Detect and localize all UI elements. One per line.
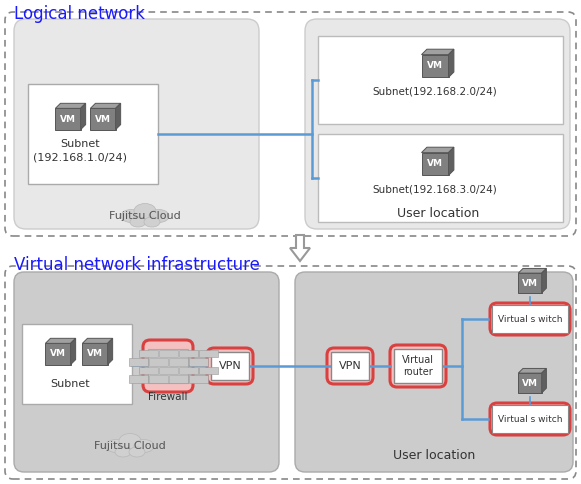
Text: VM: VM xyxy=(49,349,66,359)
Text: Virtual network infrastructure: Virtual network infrastructure xyxy=(14,256,260,274)
Bar xyxy=(148,349,188,383)
Bar xyxy=(178,366,198,374)
Bar xyxy=(168,358,188,365)
Text: VPN: VPN xyxy=(339,361,361,371)
Polygon shape xyxy=(449,49,454,77)
Text: VPN: VPN xyxy=(218,361,241,371)
Text: Logical network: Logical network xyxy=(14,5,145,23)
Polygon shape xyxy=(290,235,310,261)
Ellipse shape xyxy=(106,439,126,453)
Text: VM: VM xyxy=(426,61,443,71)
Polygon shape xyxy=(83,338,113,343)
Bar xyxy=(149,375,167,382)
Text: (192.168.1.0/24): (192.168.1.0/24) xyxy=(33,153,127,163)
Polygon shape xyxy=(55,103,85,108)
Text: VM: VM xyxy=(87,349,102,359)
Text: Firewall: Firewall xyxy=(148,392,188,402)
Bar xyxy=(149,358,167,365)
FancyBboxPatch shape xyxy=(327,348,373,384)
Ellipse shape xyxy=(129,447,145,457)
Text: VM: VM xyxy=(426,160,443,168)
Ellipse shape xyxy=(119,434,141,449)
Polygon shape xyxy=(116,103,121,130)
Bar xyxy=(188,375,207,382)
Polygon shape xyxy=(518,368,546,373)
Text: VM: VM xyxy=(522,378,537,388)
FancyBboxPatch shape xyxy=(295,272,573,472)
Polygon shape xyxy=(421,152,449,175)
Polygon shape xyxy=(518,373,541,393)
FancyBboxPatch shape xyxy=(5,266,576,479)
Bar xyxy=(331,352,369,380)
FancyBboxPatch shape xyxy=(490,303,570,335)
Text: VM: VM xyxy=(95,115,110,123)
Text: Virtual
router: Virtual router xyxy=(402,355,434,377)
Ellipse shape xyxy=(121,210,141,223)
Ellipse shape xyxy=(130,217,146,227)
Bar xyxy=(318,134,563,222)
FancyBboxPatch shape xyxy=(390,345,446,387)
Text: VM: VM xyxy=(59,115,76,123)
Polygon shape xyxy=(421,147,454,152)
Polygon shape xyxy=(541,269,546,293)
Ellipse shape xyxy=(134,439,154,453)
Bar xyxy=(199,366,217,374)
Text: Fujitsu Cloud: Fujitsu Cloud xyxy=(94,441,166,451)
Bar xyxy=(28,84,158,184)
Polygon shape xyxy=(91,103,121,108)
Text: Subnet: Subnet xyxy=(60,139,100,149)
Text: Virtual s witch: Virtual s witch xyxy=(498,414,562,424)
Polygon shape xyxy=(71,338,76,364)
Text: Subnet: Subnet xyxy=(50,379,90,389)
Bar xyxy=(492,305,568,333)
Bar xyxy=(178,349,198,357)
Text: User location: User location xyxy=(393,449,475,462)
Bar xyxy=(168,375,188,382)
Text: Subnet(192.168.2.0/24): Subnet(192.168.2.0/24) xyxy=(372,86,497,96)
Text: Virtual s witch: Virtual s witch xyxy=(498,315,562,323)
FancyBboxPatch shape xyxy=(5,12,576,236)
FancyBboxPatch shape xyxy=(490,403,570,435)
Polygon shape xyxy=(107,338,113,364)
Bar xyxy=(159,366,178,374)
Text: Subnet(192.168.3.0/24): Subnet(192.168.3.0/24) xyxy=(372,184,497,194)
Polygon shape xyxy=(91,108,116,130)
Bar xyxy=(159,349,178,357)
Polygon shape xyxy=(45,343,71,364)
Bar xyxy=(199,349,217,357)
Bar xyxy=(394,349,442,383)
Bar xyxy=(128,358,148,365)
Text: VM: VM xyxy=(522,278,537,287)
FancyBboxPatch shape xyxy=(305,19,570,229)
Polygon shape xyxy=(81,103,85,130)
Bar xyxy=(128,375,148,382)
FancyBboxPatch shape xyxy=(207,348,253,384)
Polygon shape xyxy=(421,49,454,55)
Bar xyxy=(138,349,157,357)
Bar xyxy=(492,405,568,433)
Ellipse shape xyxy=(115,447,131,457)
Text: Fujitsu Cloud: Fujitsu Cloud xyxy=(109,211,181,221)
Polygon shape xyxy=(421,55,449,77)
Polygon shape xyxy=(449,147,454,175)
Ellipse shape xyxy=(144,217,160,227)
Bar xyxy=(211,352,249,380)
Polygon shape xyxy=(55,108,81,130)
Polygon shape xyxy=(518,273,541,293)
Ellipse shape xyxy=(134,203,156,218)
FancyBboxPatch shape xyxy=(14,272,279,472)
Polygon shape xyxy=(541,368,546,393)
Text: User location: User location xyxy=(397,207,479,220)
Polygon shape xyxy=(518,269,546,273)
Bar xyxy=(138,366,157,374)
Polygon shape xyxy=(45,338,76,343)
Bar xyxy=(22,324,132,404)
Bar xyxy=(188,358,207,365)
Polygon shape xyxy=(83,343,107,364)
FancyBboxPatch shape xyxy=(14,19,259,229)
Bar xyxy=(318,36,563,124)
FancyBboxPatch shape xyxy=(143,340,193,392)
Ellipse shape xyxy=(149,210,169,223)
